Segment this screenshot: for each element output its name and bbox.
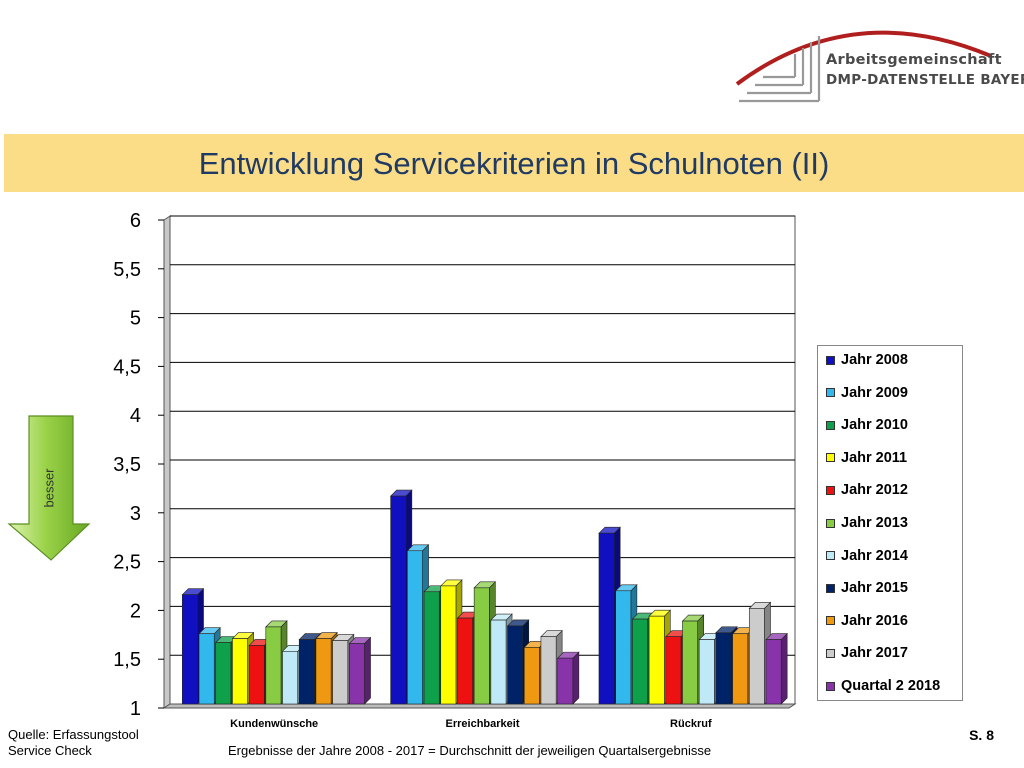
footer-note: Ergebnisse der Jahre 2008 - 2017 = Durch… — [228, 743, 712, 758]
bar — [732, 633, 749, 705]
legend-swatch — [826, 388, 835, 398]
source-line1: Quelle: Erfassungstool — [8, 727, 139, 742]
bar-side — [780, 632, 788, 705]
logo-line2: DMP-DATENSTELLE BAYERN — [826, 72, 1024, 88]
bar — [540, 636, 557, 705]
down-arrow-icon — [7, 415, 91, 561]
legend-swatch — [826, 681, 835, 691]
legend-label: Quartal 2 2018 — [841, 678, 941, 694]
bar — [248, 645, 265, 705]
legend-label: Jahr 2015 — [841, 580, 908, 597]
legend-item: Jahr 2017 — [826, 643, 908, 663]
bar — [765, 639, 782, 705]
bar — [182, 594, 198, 705]
legend-item: Jahr 2012 — [826, 480, 908, 500]
y-tick-label: 5,5 — [113, 259, 141, 281]
legend-item: Jahr 2010 — [826, 415, 908, 435]
legend-swatch — [826, 420, 835, 430]
legend-label: Jahr 2008 — [841, 352, 908, 368]
y-tick-label: 4 — [130, 405, 141, 427]
bar — [557, 657, 574, 705]
bar — [682, 620, 698, 705]
bar — [457, 617, 473, 705]
legend-item: Jahr 2013 — [826, 513, 908, 533]
legend-label: Jahr 2011 — [841, 449, 908, 466]
legend-item: Jahr 2014 — [826, 546, 908, 566]
plot-side-wall — [163, 215, 171, 709]
y-tick-label: 2,5 — [113, 552, 141, 574]
plot-floor — [162, 703, 797, 709]
legend-label: Jahr 2013 — [841, 515, 908, 531]
bar — [282, 650, 299, 705]
y-tick-label: 4,5 — [113, 356, 141, 378]
page-number: S. 8 — [969, 727, 994, 743]
y-tick-label: 3,5 — [113, 454, 141, 476]
bar — [698, 639, 715, 705]
legend-swatch — [826, 355, 835, 365]
y-tick-label: 1 — [130, 698, 141, 720]
legend-swatch — [826, 551, 835, 561]
legend-label: Jahr 2012 — [841, 482, 908, 499]
y-tick-label: 1,5 — [113, 649, 141, 671]
bar — [648, 615, 665, 705]
chart-legend: Jahr 2008 Jahr 2009 Jahr 2010 Jahr 2011 Jahr… — [817, 345, 963, 701]
x-tick-label: Erreichbarkeit — [446, 718, 520, 730]
legend-item: Quartal 2 2018 — [826, 676, 940, 696]
bar — [632, 618, 648, 705]
bar-side — [364, 636, 371, 705]
bar — [748, 608, 765, 705]
bar — [423, 591, 440, 705]
y-tick-label: 6 — [130, 210, 141, 232]
legend-label: Jahr 2009 — [841, 384, 908, 401]
legend-item: Jahr 2011 — [826, 448, 907, 468]
legend-item: Jahr 2009 — [826, 383, 908, 403]
source-line2: Service Check — [8, 743, 92, 758]
legend-swatch — [826, 648, 835, 658]
legend-swatch — [826, 583, 835, 593]
bar — [232, 638, 248, 705]
bar — [215, 642, 232, 705]
arrow-label: besser — [41, 468, 57, 508]
logo-line1: Arbeitsgemeinschaft — [826, 52, 1002, 68]
bar — [198, 633, 215, 705]
legend-item: Jahr 2008 — [826, 350, 908, 370]
bar — [298, 639, 315, 705]
legend-label: Jahr 2016 — [841, 612, 908, 629]
page-title: Entwicklung Servicekriterien in Schulnot… — [198, 146, 830, 181]
bar — [349, 643, 365, 705]
bar — [665, 636, 682, 705]
title-band: Entwicklung Servicekriterien in Schulnot… — [4, 134, 1024, 192]
bar — [407, 550, 423, 705]
legend-label: Jahr 2010 — [841, 417, 908, 434]
legend-swatch — [826, 616, 835, 626]
legend-item: Jahr 2015 — [826, 578, 908, 598]
logo-graphic — [735, 30, 992, 103]
legend-label: Jahr 2017 — [841, 645, 908, 662]
y-tick-label: 2 — [130, 600, 141, 622]
legend-swatch — [826, 453, 835, 463]
bar — [390, 495, 407, 705]
legend-swatch — [826, 485, 835, 495]
x-tick-label: Rückruf — [670, 718, 712, 730]
legend-swatch — [826, 518, 835, 528]
bar — [715, 632, 732, 705]
bar — [490, 619, 507, 705]
bar — [473, 587, 490, 705]
x-tick-label: Kundenwünsche — [230, 718, 318, 730]
legend-item: Jahr 2016 — [826, 611, 908, 631]
bar — [598, 532, 615, 705]
legend-label: Jahr 2014 — [841, 547, 908, 564]
bar — [315, 638, 332, 705]
bar-side — [572, 651, 580, 705]
bar — [265, 626, 282, 705]
bar — [523, 647, 540, 705]
y-tick-label: 3 — [130, 503, 141, 525]
bar — [615, 590, 632, 705]
bar — [507, 625, 524, 705]
bar — [332, 640, 349, 705]
bar — [440, 585, 457, 705]
y-tick-label: 5 — [130, 308, 141, 330]
